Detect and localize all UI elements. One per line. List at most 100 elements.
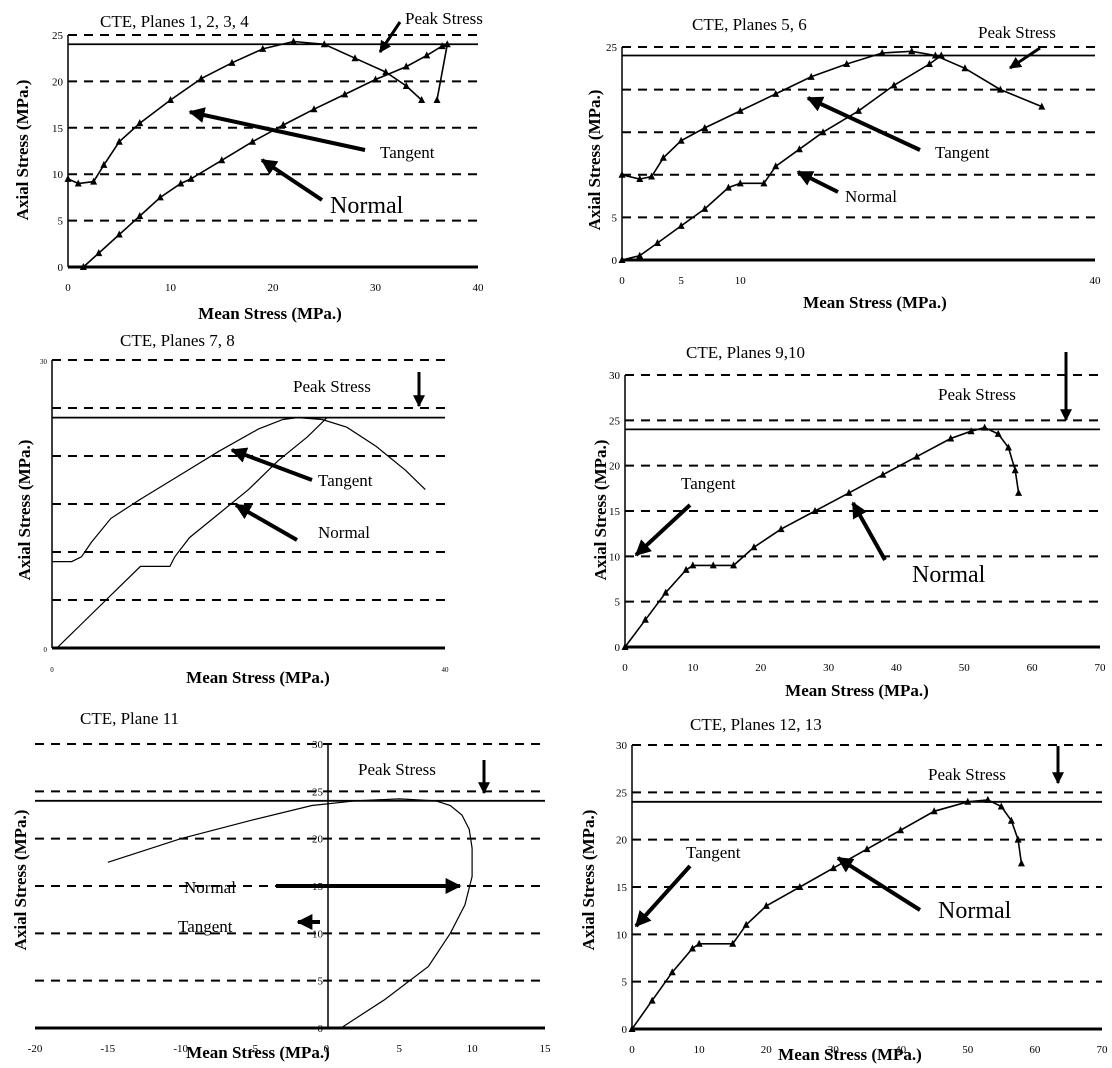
data-point-tangent [402,82,410,90]
series-line-tangent [621,50,1043,180]
annotation-arrow [836,856,922,912]
data-point-tangent [1038,102,1046,110]
data-point-normal [981,423,989,431]
x-tick-label: -10 [173,1043,188,1055]
data-point-tangent [320,40,328,48]
data-point-normal [689,561,697,569]
x-axis-label: Mean Stress (MPa.) [186,668,330,687]
data-point-normal [879,470,887,478]
chart-planes-7-8: CTE, Planes 7, 8 Mean Stress (MPa.) Axia… [15,331,449,687]
series-line-normal [82,43,449,268]
data-point-tangent [618,170,626,178]
x-tick-label: 60 [1029,1044,1041,1056]
data-point-normal [796,883,804,890]
chart-plane-11: CTE, Plane 11 Mean Stress (MPa.) Axial S… [11,709,551,1062]
data-point-normal [79,263,87,270]
data-point-normal [1007,816,1015,824]
data-point-normal [136,211,144,219]
data-point-normal [1017,859,1025,867]
annotation-peak-stress: Peak Stress [928,765,1006,784]
y-tick-label: 0 [318,1023,324,1035]
data-point-normal [760,179,768,187]
x-tick-label: -15 [101,1043,116,1055]
y-tick-label: 20 [312,834,324,846]
data-point-normal [967,427,975,435]
data-point-normal [177,179,185,187]
x-tick-label: 20 [268,282,280,294]
x-tick-label: 30 [823,662,835,674]
annotation-arrow [796,170,839,194]
y-tick-label: 30 [312,739,324,751]
data-point-tangent [290,37,297,45]
data-point-normal [628,1025,636,1032]
series-line-normal [340,800,473,1029]
x-tick-label: 0 [629,1044,635,1056]
x-tick-label: 0 [622,662,628,674]
data-point-normal [762,901,770,909]
annotation-tangent: Tangent [686,843,741,862]
data-point-tangent [843,60,851,68]
annotation-peak-stress: Peak Stress [938,385,1016,404]
data-point-tangent [636,175,644,183]
x-tick-label: 0 [324,1043,330,1055]
y-tick-label: 25 [609,415,621,427]
data-point-tangent [878,48,886,56]
data-point-normal [423,51,431,59]
x-tick-label: 0 [50,666,54,674]
annotation-arrow [1009,46,1041,70]
y-tick-label: 10 [609,551,621,563]
data-point-normal [724,183,732,191]
chart-title: CTE, Planes 7, 8 [120,331,235,350]
data-point-normal [653,238,661,246]
y-tick-label: 25 [52,30,64,42]
annotation-arrow [634,864,692,928]
y-tick-label: 30 [616,740,628,752]
x-tick-label: 40 [442,666,450,674]
annotation-tangent: Tangent [178,917,233,936]
data-point-normal [115,230,123,238]
data-point-normal [621,643,629,650]
x-axis-label: Mean Stress (MPa.) [785,681,929,700]
data-point-normal [701,204,709,212]
data-point-normal [341,90,349,98]
data-point-normal [750,543,758,551]
data-point-normal [677,221,685,229]
x-tick-label: 70 [1095,662,1107,674]
annotation-arrow [230,447,313,482]
data-point-normal [218,156,226,164]
series-line-normal [624,426,1020,648]
data-point-normal [668,968,676,976]
y-tick-label: 15 [52,123,64,135]
annotation-peak-stress: Peak Stress [978,23,1056,42]
data-point-normal [1004,443,1012,451]
data-point-tangent [382,68,390,76]
data-point-normal [925,60,933,68]
chart-planes-1-4: CTE, Planes 1, 2, 3, 4 Mean Stress (MPa.… [13,9,484,323]
data-point-normal [443,40,451,48]
data-point-normal [819,128,827,136]
data-point-normal [984,795,992,803]
data-point-normal [777,525,785,533]
chart-title: CTE, Planes 12, 13 [690,715,822,734]
data-point-tangent [64,174,72,182]
y-tick-label: 25 [606,42,618,54]
series-line-tangent [107,798,436,863]
x-tick-label: 5 [678,275,684,287]
y-tick-label: 5 [612,212,618,224]
data-point-tangent [772,89,780,97]
data-point-tangent [74,179,82,187]
y-tick-label: 25 [616,787,628,799]
data-point-normal [890,81,898,89]
data-point-tangent [100,160,108,168]
data-point-normal [729,939,737,947]
data-point-normal [772,162,780,170]
x-tick-label: 70 [1097,1044,1109,1056]
x-tick-label: 40 [473,282,485,294]
y-tick-label: 5 [615,597,621,609]
data-point-normal [662,588,670,596]
x-tick-label: 30 [370,282,382,294]
x-tick-label: -5 [249,1043,259,1055]
y-tick-label: 15 [616,882,628,894]
data-point-normal [913,452,921,460]
data-point-normal [249,137,256,145]
